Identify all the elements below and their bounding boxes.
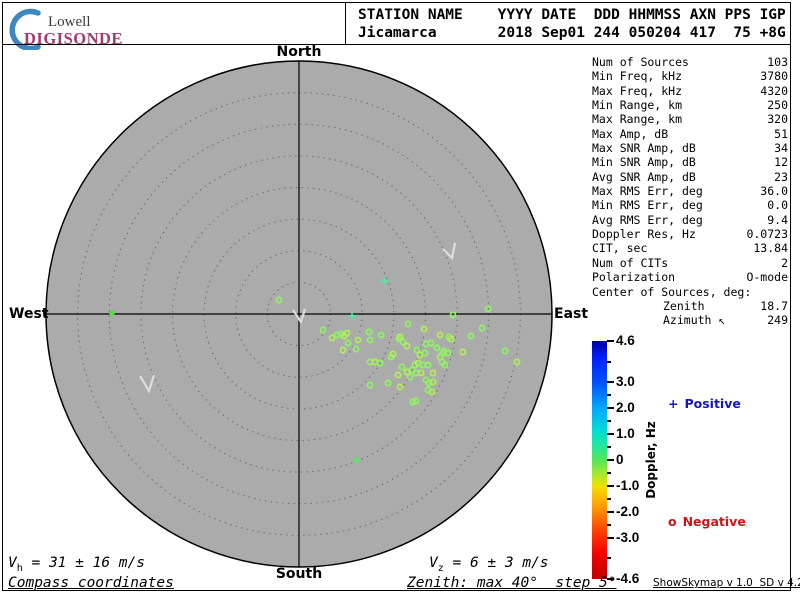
colorbar-major-tick xyxy=(607,459,614,461)
stat-row: Polarization O-mode xyxy=(592,270,788,285)
colorbar-major-tick xyxy=(607,433,614,436)
colorbar-tick-label: -4.6 xyxy=(616,571,640,586)
legend-negative: o Negative xyxy=(668,514,746,529)
vh-symbol: V xyxy=(8,555,17,571)
stat-row: Avg SNR Amp, dB 23 xyxy=(592,169,788,184)
colorbar-minor-tick xyxy=(607,557,611,560)
crescent-icon xyxy=(9,8,41,50)
stat-row: Azimuth ↖ 249 xyxy=(663,313,788,328)
vz-symbol: V xyxy=(429,555,438,571)
colorbar-minor-tick xyxy=(607,497,611,500)
vz-value: = 6 ± 3 m/s xyxy=(443,555,549,571)
stat-row: Max Amp, dB 51 xyxy=(592,126,788,141)
plus-marker-icon: + xyxy=(668,396,679,411)
colorbar-title: Doppler, Hz xyxy=(644,421,658,499)
outer-frame xyxy=(2,2,791,591)
header-divider xyxy=(345,2,346,44)
colorbar-major-tick xyxy=(607,578,614,580)
colorbar-minor-tick xyxy=(607,471,611,474)
stat-row: Num of Sources 103 xyxy=(592,55,788,69)
compass-west-label: West xyxy=(9,306,49,322)
stat-row: Min SNR Amp, dB 12 xyxy=(592,155,788,170)
station-header-row2: Jicamarca 2018 Sep01 244 050204 417 75 +… xyxy=(358,25,786,41)
circle-marker-icon: o xyxy=(668,514,677,529)
direction-arrows xyxy=(139,242,457,394)
stat-row: Max RMS Err, deg 36.0 xyxy=(592,184,788,199)
vz-subscript: z xyxy=(437,562,444,574)
zenith-range-note: Zenith: max 40° step 5° xyxy=(407,575,617,591)
stat-row: Doppler Res, Hz 0.0723 xyxy=(592,227,788,242)
doppler-colorbar xyxy=(592,341,607,579)
stat-row: Min RMS Err, deg 0.0 xyxy=(592,198,788,213)
colorbar-tick-label: 0 xyxy=(616,452,624,467)
logo-brand-top: Lowell xyxy=(48,14,91,30)
stat-row: Center of Sources, deg: xyxy=(592,284,752,299)
compass-south-label: South xyxy=(275,566,323,582)
colorbar-tick-label: -1.0 xyxy=(616,477,640,493)
stats-panel: Num of Sources 103 Min Freq, kHz 3780 Max Fr… xyxy=(592,55,788,328)
colorbar-tick-label: -2.0 xyxy=(616,503,640,519)
compass-north-label: North xyxy=(276,44,322,60)
compass-east-label: East xyxy=(554,306,589,322)
legend-positive-label: Positive xyxy=(684,396,741,411)
colorbar-minor-tick xyxy=(607,420,611,423)
colorbar-tick-label: 2.0 xyxy=(616,400,635,416)
horizontal-velocity-readout: Vh = 31 ± 16 m/s xyxy=(8,555,145,574)
colorbar-major-tick xyxy=(607,407,614,410)
colorbar-tick-label: 4.6 xyxy=(616,333,635,348)
colorbar-major-tick xyxy=(607,381,614,384)
stat-row: Max Range, km 320 xyxy=(592,112,788,127)
crosshair-axes xyxy=(46,61,552,567)
colorbar-tick-label: 1.0 xyxy=(616,426,635,442)
stat-row: Zenith 18.7 xyxy=(663,298,788,313)
vh-subscript: h xyxy=(16,562,23,574)
colorbar-tick-label: -3.0 xyxy=(616,529,640,545)
logo-brand-bottom: DIGISONDE xyxy=(24,29,123,48)
colorbar-major-tick xyxy=(607,510,614,513)
station-header-row1: STATION NAME YYYY DATE DDD HHMMSS AXN PP… xyxy=(358,7,786,23)
stat-row: Min Freq, kHz 3780 xyxy=(592,69,788,84)
positive-cross-markers xyxy=(347,276,389,321)
stat-row: Avg RMS Err, deg 9.4 xyxy=(592,212,788,227)
vh-value: = 31 ± 16 m/s xyxy=(22,555,145,571)
stat-row: Num of CITs 2 xyxy=(592,255,788,270)
version-text: ShowSkymap v 1.0 SD v 4.2 xyxy=(653,577,800,589)
stat-row: Max Freq, kHz 4320 xyxy=(592,83,788,98)
lowell-digisonde-logo: Lowell DIGISONDE xyxy=(8,4,238,50)
stat-row: Min Range, km 250 xyxy=(592,98,788,113)
colorbar-minor-tick xyxy=(607,446,611,449)
scatter-dots xyxy=(109,296,521,463)
coordinates-note: Compass coordinates xyxy=(8,575,174,591)
colorbar-major-tick xyxy=(607,484,614,487)
colorbar-tick-label: 3.0 xyxy=(616,374,635,390)
colorbar-minor-tick xyxy=(607,394,611,397)
stat-row: Max SNR Amp, dB 34 xyxy=(592,141,788,156)
legend-positive: + Positive xyxy=(668,396,741,411)
colorbar-minor-tick xyxy=(607,360,611,363)
stat-row: CIT, sec 13.84 xyxy=(592,241,788,256)
station-header: STATION NAME YYYY DATE DDD HHMMSS AXN PP… xyxy=(358,6,786,42)
vertical-velocity-readout: Vz = 6 ± 3 m/s xyxy=(429,555,549,574)
colorbar-minor-tick xyxy=(607,523,611,526)
header-separator xyxy=(2,44,791,45)
colorbar-major-tick xyxy=(607,340,614,342)
colorbar-major-tick xyxy=(607,536,614,539)
legend-negative-label: Negative xyxy=(682,514,746,529)
